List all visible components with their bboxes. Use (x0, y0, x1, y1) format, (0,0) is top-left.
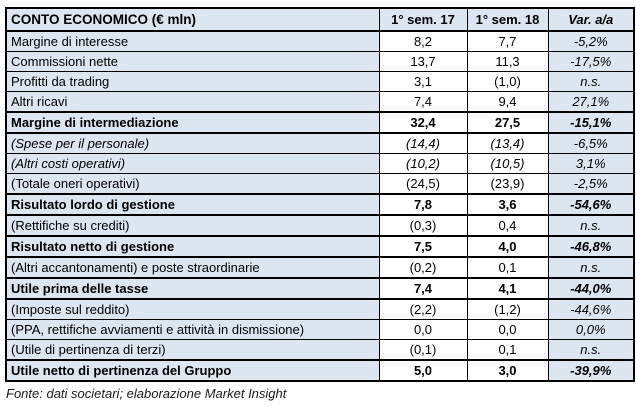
table-row: Margine di interesse 8,2 7,7 -5,2% (5, 30, 635, 52)
value-sem17: 7,4 (378, 277, 468, 300)
value-sem17: 32,4 (378, 111, 468, 134)
row-label: Risultato lordo di gestione (5, 193, 380, 216)
value-sem18: 11,3 (466, 51, 549, 72)
row-label: Margine di interesse (5, 30, 380, 52)
value-sem18: 4,0 (466, 235, 549, 258)
table-row: (PPA, rettifiche avviamenti e attività i… (5, 319, 635, 340)
row-label: Commissioni nette (5, 51, 380, 72)
value-sem18: 7,7 (466, 30, 549, 52)
value-sem17: 7,5 (378, 235, 468, 258)
value-sem18: 4,1 (466, 277, 549, 300)
table-row-total: Risultato lordo di gestione 7,8 3,6 -54,… (5, 193, 635, 216)
row-label: (Altri costi operativi) (5, 153, 380, 174)
value-var: -46,8% (547, 235, 635, 258)
table-row-total: Risultato netto di gestione 7,5 4,0 -46,… (5, 235, 635, 258)
column-header-sem17: 1° sem. 17 (378, 7, 468, 32)
value-sem18: 3,6 (466, 193, 549, 216)
value-var: -17,5% (547, 51, 635, 72)
table-header-row: CONTO ECONOMICO (€ mln) 1° sem. 17 1° se… (5, 7, 635, 32)
value-sem17: 5,0 (378, 359, 468, 382)
table-row: (Rettifiche su crediti) (0,3) 0,4 n.s. (5, 214, 635, 237)
row-label: Altri ricavi (5, 91, 380, 113)
value-sem18: (13,4) (466, 132, 549, 154)
value-var: -2,5% (547, 173, 635, 195)
table-row-total: Utile netto di pertinenza del Gruppo 5,0… (5, 359, 635, 382)
table-row: (Imposte sul reddito) (2,2) (1,2) -44,6% (5, 298, 635, 320)
value-sem18: 3,0 (466, 359, 549, 382)
row-label: (PPA, rettifiche avviamenti e attività i… (5, 319, 380, 340)
row-label: Risultato netto di gestione (5, 235, 380, 258)
value-sem18: (1,0) (466, 71, 549, 92)
value-sem17: (0,1) (378, 339, 468, 361)
value-var: -54,6% (547, 193, 635, 216)
value-var: 0,0% (547, 319, 635, 340)
value-var: n.s. (547, 214, 635, 237)
row-label: (Spese per il personale) (5, 132, 380, 154)
value-sem18: (23,9) (466, 173, 549, 195)
row-label: Margine di intermediazione (5, 111, 380, 134)
value-sem17: 7,4 (378, 91, 468, 113)
column-header-var: Var. a/a (547, 7, 635, 32)
value-sem18: 0,1 (466, 256, 549, 279)
value-var: 3,1% (547, 153, 635, 174)
table-row: (Utile di pertinenza di terzi) (0,1) 0,1… (5, 339, 635, 361)
table-row-total: Utile prima delle tasse 7,4 4,1 -44,0% (5, 277, 635, 300)
table-row: (Altri accantonamenti) e poste straordin… (5, 256, 635, 279)
table-row: Altri ricavi 7,4 9,4 27,1% (5, 91, 635, 113)
value-sem17: (0,2) (378, 256, 468, 279)
table-row: (Totale oneri operativi) (24,5) (23,9) -… (5, 173, 635, 195)
value-sem18: 0,1 (466, 339, 549, 361)
value-sem17: (2,2) (378, 298, 468, 320)
value-sem17: 13,7 (378, 51, 468, 72)
value-sem17: 3,1 (378, 71, 468, 92)
value-sem18: 0,4 (466, 214, 549, 237)
value-var: 27,1% (547, 91, 635, 113)
value-var: -5,2% (547, 30, 635, 52)
row-label: Utile netto di pertinenza del Gruppo (5, 359, 380, 382)
value-sem17: (24,5) (378, 173, 468, 195)
value-sem18: (1,2) (466, 298, 549, 320)
row-label: (Totale oneri operativi) (5, 173, 380, 195)
value-sem18: 27,5 (466, 111, 549, 134)
table-row-total: Margine di intermediazione 32,4 27,5 -15… (5, 111, 635, 134)
table-row: (Spese per il personale) (14,4) (13,4) -… (5, 132, 635, 154)
table-row: (Altri costi operativi) (10,2) (10,5) 3,… (5, 153, 635, 174)
row-label: Profitti da trading (5, 71, 380, 92)
row-label: (Altri accantonamenti) e poste straordin… (5, 256, 380, 279)
value-sem17: 0,0 (378, 319, 468, 340)
table-row: Commissioni nette 13,7 11,3 -17,5% (5, 51, 635, 72)
row-label: (Imposte sul reddito) (5, 298, 380, 320)
source-note: Fonte: dati societari; elaborazione Mark… (6, 386, 287, 401)
column-header-sem18: 1° sem. 18 (466, 7, 549, 32)
value-var: n.s. (547, 339, 635, 361)
value-sem17: (14,4) (378, 132, 468, 154)
table-title: CONTO ECONOMICO (€ mln) (5, 7, 380, 32)
row-label: (Rettifiche su crediti) (5, 214, 380, 237)
value-sem17: (0,3) (378, 214, 468, 237)
value-var: -44,6% (547, 298, 635, 320)
value-sem17: (10,2) (378, 153, 468, 174)
value-sem17: 7,8 (378, 193, 468, 216)
value-sem17: 8,2 (378, 30, 468, 52)
value-var: -39,9% (547, 359, 635, 382)
income-statement-table: CONTO ECONOMICO (€ mln) 1° sem. 17 1° se… (5, 7, 635, 382)
value-sem18: (10,5) (466, 153, 549, 174)
value-var: n.s. (547, 71, 635, 92)
value-var: -6,5% (547, 132, 635, 154)
row-label: Utile prima delle tasse (5, 277, 380, 300)
table-row: Profitti da trading 3,1 (1,0) n.s. (5, 71, 635, 92)
value-var: -44,0% (547, 277, 635, 300)
value-sem18: 0,0 (466, 319, 549, 340)
value-sem18: 9,4 (466, 91, 549, 113)
row-label: (Utile di pertinenza di terzi) (5, 339, 380, 361)
value-var: n.s. (547, 256, 635, 279)
value-var: -15,1% (547, 111, 635, 134)
